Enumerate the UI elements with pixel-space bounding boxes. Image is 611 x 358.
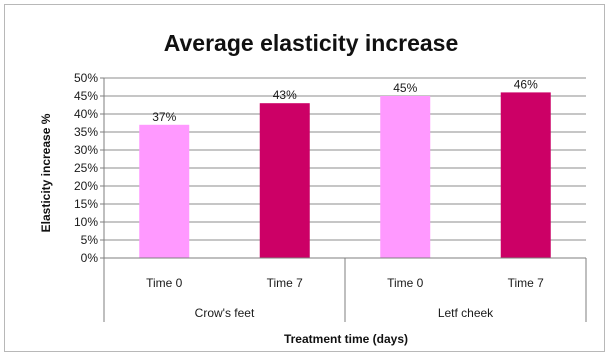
x-category-label: Time 0 bbox=[387, 276, 424, 290]
y-tick-label: 5% bbox=[81, 233, 99, 247]
bar-layer bbox=[139, 92, 551, 259]
label-layer: 0% 5% 10% 15% 20% 25% 30% 35% 40% 45% 50% 37% Time 0… bbox=[74, 71, 544, 320]
chart-title: Average elasticity increase bbox=[164, 30, 459, 56]
y-tick-label: 45% bbox=[74, 89, 98, 103]
y-tick-label: 50% bbox=[74, 71, 98, 85]
data-label: 37% bbox=[152, 110, 176, 124]
y-axis-label: Elasticity increase % bbox=[39, 113, 53, 232]
bar-4 bbox=[500, 92, 551, 259]
bar-3 bbox=[380, 96, 431, 258]
data-label: 45% bbox=[393, 81, 417, 95]
x-category-label: Time 0 bbox=[146, 276, 183, 290]
y-tick-label: 30% bbox=[74, 143, 98, 157]
x-group-label: Crow's feet bbox=[195, 306, 255, 320]
y-tick-label: 35% bbox=[74, 125, 98, 139]
y-tick-label: 20% bbox=[74, 179, 98, 193]
data-label: 43% bbox=[273, 88, 297, 102]
bar-2 bbox=[259, 103, 310, 258]
y-tick-label: 10% bbox=[74, 215, 98, 229]
y-tick-label: 15% bbox=[74, 197, 98, 211]
y-tick-label: 25% bbox=[74, 161, 98, 175]
data-label: 46% bbox=[514, 77, 538, 91]
y-tick-label: 40% bbox=[74, 107, 98, 121]
x-group-label: Letf cheek bbox=[438, 306, 494, 320]
bar-1 bbox=[139, 124, 190, 258]
x-category-label: Time 7 bbox=[267, 276, 304, 290]
axis-layer bbox=[100, 77, 587, 322]
x-category-label: Time 7 bbox=[508, 276, 545, 290]
y-tick-label: 0% bbox=[81, 251, 99, 265]
x-axis-label: Treatment time (days) bbox=[284, 332, 408, 346]
